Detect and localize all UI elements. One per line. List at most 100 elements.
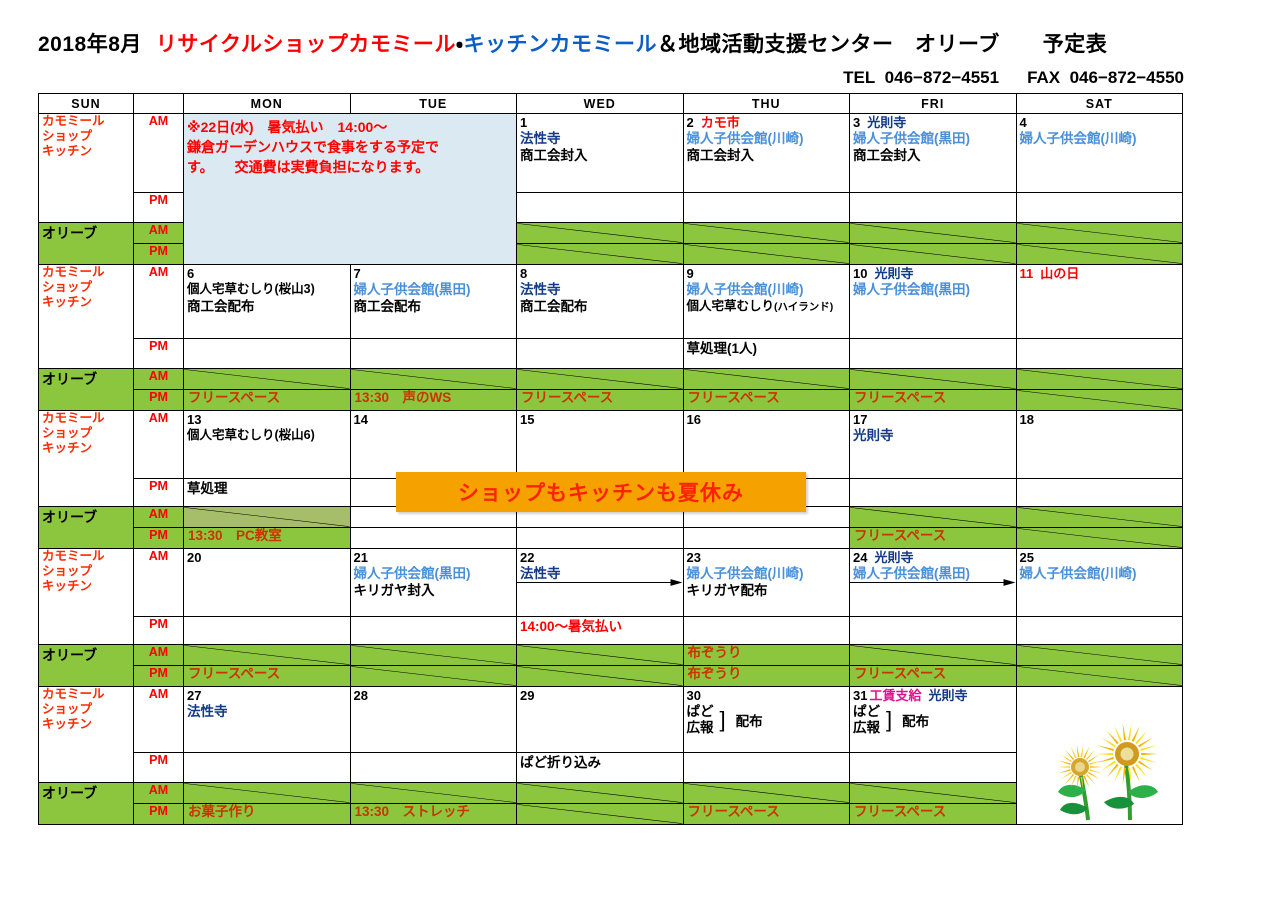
day-cell-pm[interactable] xyxy=(349,616,517,645)
day-cell-pm[interactable] xyxy=(1015,338,1183,369)
olive-cell-am[interactable]: 布ぞうり xyxy=(682,644,850,666)
olive-cell-pm[interactable]: フリースペース xyxy=(183,389,351,411)
olive-cell-am[interactable] xyxy=(516,368,684,390)
day-cell-am[interactable]: 29 xyxy=(516,686,684,753)
olive-cell-pm[interactable] xyxy=(516,665,684,687)
day-cell-am[interactable]: 10 光則寺 婦人子供会館(黒田) xyxy=(849,264,1017,339)
day-cell-am[interactable]: 21 婦人子供会館(黒田) キリガヤ封入 xyxy=(349,548,517,617)
olive-cell-pm[interactable]: お菓子作り xyxy=(183,803,351,825)
olive-cell-pm[interactable] xyxy=(1015,527,1183,549)
olive-cell-pm[interactable] xyxy=(516,527,684,549)
day-cell-pm[interactable]: 14:00〜暑気払い xyxy=(516,616,684,645)
olive-cell-am[interactable] xyxy=(349,782,517,804)
day-cell-am[interactable]: 24 光則寺 婦人子供会館(黒田) xyxy=(849,548,1017,617)
olive-cell-pm[interactable] xyxy=(849,243,1017,265)
olive-cell-am[interactable] xyxy=(349,644,517,666)
olive-cell-pm[interactable]: フリースペース xyxy=(682,389,850,411)
day-cell-pm[interactable] xyxy=(1015,478,1183,507)
day-cell-pm[interactable]: ぱど折り込み xyxy=(516,752,684,783)
day-cell-am[interactable]: 4 婦人子供会館(川崎) xyxy=(1015,113,1183,193)
day-cell-am[interactable]: 20 xyxy=(183,548,351,617)
olive-cell-pm[interactable]: 13:30 ストレッチ xyxy=(349,803,517,825)
day-cell-pm[interactable] xyxy=(682,752,850,783)
day-cell-am[interactable]: 18 xyxy=(1015,410,1183,479)
day-cell-am[interactable]: 3 光則寺 婦人子供会館(黒田) 商工会封入 xyxy=(849,113,1017,193)
olive-cell-pm[interactable]: フリースペース xyxy=(849,803,1017,825)
day-cell-am[interactable]: 8 法性寺 商工会配布 xyxy=(516,264,684,339)
day-cell-am[interactable]: 2 カモ市 婦人子供会館(川崎) 商工会封入 xyxy=(682,113,850,193)
day-cell-pm[interactable] xyxy=(1015,616,1183,645)
olive-cell-am[interactable] xyxy=(183,368,351,390)
day-cell-pm[interactable] xyxy=(682,616,850,645)
day-cell-am[interactable]: 14 xyxy=(349,410,517,479)
olive-cell-pm[interactable] xyxy=(682,527,850,549)
olive-cell-am[interactable] xyxy=(682,782,850,804)
day-cell-pm[interactable] xyxy=(349,338,517,369)
day-cell-pm[interactable] xyxy=(349,752,517,783)
olive-cell-am[interactable] xyxy=(849,644,1017,666)
olive-cell-am[interactable] xyxy=(682,368,850,390)
olive-cell-pm[interactable]: 13:30 声のWS xyxy=(349,389,517,411)
day-cell-am[interactable]: 1 法性寺 商工会封入 xyxy=(516,113,684,193)
olive-cell-pm[interactable] xyxy=(682,243,850,265)
day-cell-pm[interactable] xyxy=(183,338,351,369)
day-cell-pm[interactable] xyxy=(849,478,1017,507)
day-cell-pm[interactable]: 草処理 xyxy=(183,478,351,507)
day-cell-am[interactable]: 25 婦人子供会館(川崎) xyxy=(1015,548,1183,617)
olive-cell-pm[interactable] xyxy=(349,527,517,549)
olive-cell-am[interactable] xyxy=(516,644,684,666)
olive-cell-pm[interactable]: フリースペース xyxy=(183,665,351,687)
olive-cell-pm[interactable]: フリースペース xyxy=(849,389,1017,411)
olive-cell-pm[interactable]: 13:30 PC教室 xyxy=(183,527,351,549)
day-cell-pm[interactable] xyxy=(516,192,684,223)
day-cell-am[interactable]: 7 婦人子供会館(黒田) 商工会配布 xyxy=(349,264,517,339)
day-cell-am[interactable]: 9 婦人子供会館(川崎) 個人宅草むしり(ハイランド) xyxy=(682,264,850,339)
olive-cell-am[interactable] xyxy=(516,222,684,244)
day-cell-pm[interactable]: 草処理(1人) xyxy=(682,338,850,369)
day-cell-am[interactable]: 22 法性寺 xyxy=(516,548,684,617)
olive-cell-pm[interactable]: フリースペース xyxy=(849,527,1017,549)
day-cell-pm[interactable] xyxy=(183,752,351,783)
day-cell-am[interactable]: 30 ぱど 広報] 配布 xyxy=(682,686,850,753)
olive-cell-am[interactable] xyxy=(849,368,1017,390)
olive-cell-pm[interactable]: フリースペース xyxy=(516,389,684,411)
day-cell-pm[interactable] xyxy=(849,616,1017,645)
olive-cell-pm[interactable]: 布ぞうり xyxy=(682,665,850,687)
olive-cell-pm[interactable] xyxy=(1015,243,1183,265)
olive-cell-pm[interactable] xyxy=(1015,665,1183,687)
olive-cell-am[interactable] xyxy=(1015,506,1183,528)
olive-cell-pm[interactable] xyxy=(516,243,684,265)
day-cell-am[interactable]: 17 光則寺 xyxy=(849,410,1017,479)
olive-cell-am[interactable] xyxy=(1015,644,1183,666)
day-cell-am[interactable]: 31 工賃支給 光則寺 ぱど 広報] 配布 xyxy=(849,686,1017,753)
olive-cell-am[interactable] xyxy=(183,644,351,666)
day-cell-am[interactable]: 23 婦人子供会館(川崎) キリガヤ配布 xyxy=(682,548,850,617)
day-cell-pm[interactable] xyxy=(849,752,1017,783)
day-cell-am[interactable]: 27 法性寺 xyxy=(183,686,351,753)
olive-cell-am[interactable] xyxy=(183,506,351,528)
olive-cell-am[interactable] xyxy=(516,782,684,804)
day-cell-pm[interactable] xyxy=(849,192,1017,223)
olive-cell-am[interactable] xyxy=(682,222,850,244)
olive-cell-pm[interactable] xyxy=(1015,389,1183,411)
olive-cell-am[interactable] xyxy=(849,782,1017,804)
day-cell-pm[interactable] xyxy=(1015,192,1183,223)
olive-cell-am[interactable] xyxy=(849,222,1017,244)
day-cell-pm[interactable] xyxy=(183,616,351,645)
olive-cell-am[interactable] xyxy=(849,506,1017,528)
day-cell-am[interactable]: 28 xyxy=(349,686,517,753)
olive-cell-am[interactable] xyxy=(183,782,351,804)
day-cell-am[interactable]: 15 xyxy=(516,410,684,479)
day-cell-am[interactable]: 16 xyxy=(682,410,850,479)
day-cell-am[interactable]: 13 個人宅草むしり(桜山6) xyxy=(183,410,351,479)
olive-cell-am[interactable] xyxy=(349,368,517,390)
day-cell-pm[interactable] xyxy=(849,338,1017,369)
olive-cell-pm[interactable] xyxy=(349,665,517,687)
day-cell-am[interactable]: 6 個人宅草むしり(桜山3) 商工会配布 xyxy=(183,264,351,339)
olive-cell-pm[interactable]: フリースペース xyxy=(682,803,850,825)
day-cell-am[interactable]: 11 山の日 xyxy=(1015,264,1183,339)
olive-cell-pm[interactable] xyxy=(516,803,684,825)
day-cell-pm[interactable] xyxy=(516,338,684,369)
olive-cell-pm[interactable]: フリースペース xyxy=(849,665,1017,687)
olive-cell-am[interactable] xyxy=(1015,368,1183,390)
